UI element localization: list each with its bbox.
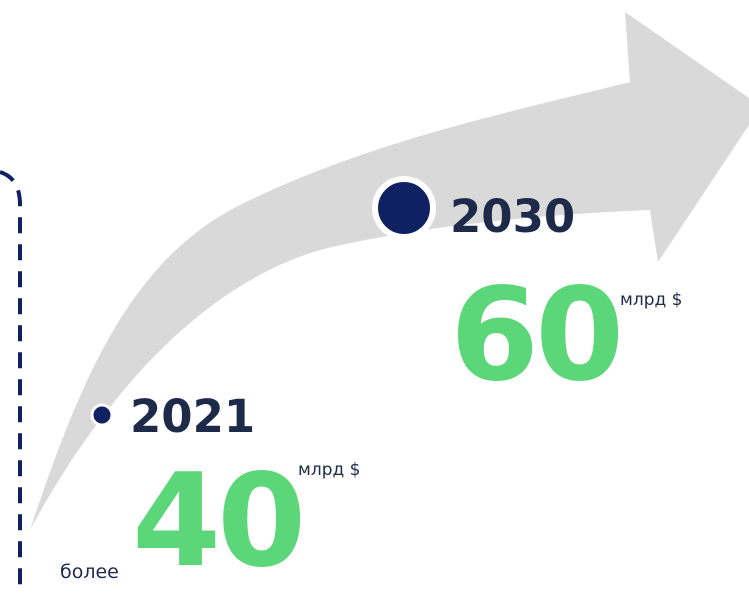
- milestone-dot-2030: [372, 176, 436, 240]
- value-2030: 60: [450, 261, 624, 410]
- unit-2021: млрд $: [298, 460, 361, 480]
- value-2021: 40: [132, 447, 306, 596]
- year-2030: 2030: [450, 190, 576, 243]
- milestone-dot-2021: [90, 403, 114, 427]
- growth-arrow: [30, 12, 749, 530]
- unit-2030: млрд $: [620, 290, 683, 310]
- value-prefix: более: [60, 561, 119, 583]
- dashed-frame: [0, 170, 22, 587]
- year-2021: 2021: [130, 390, 256, 443]
